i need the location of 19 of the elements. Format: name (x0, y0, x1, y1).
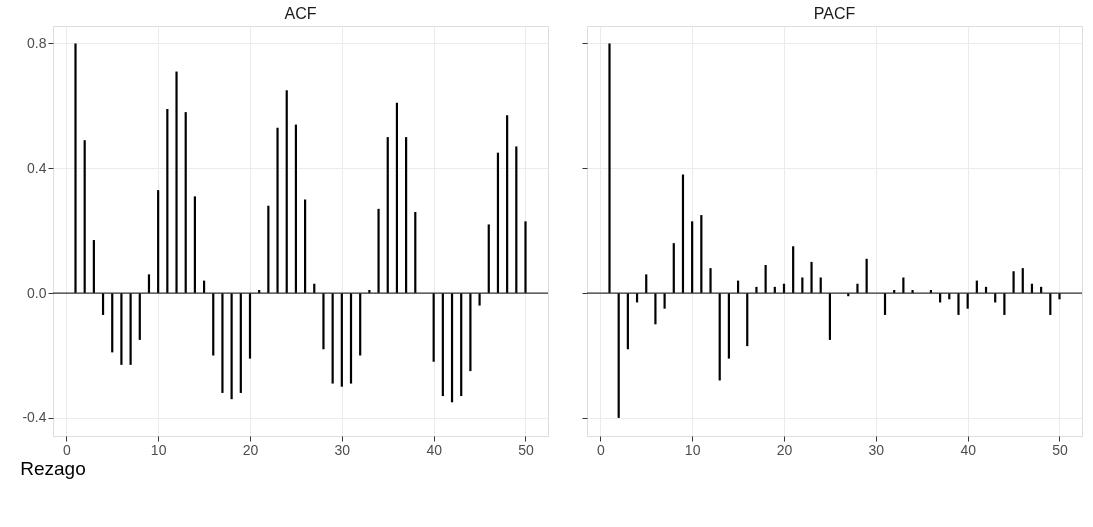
x-tick-label: 50 (518, 441, 534, 458)
chart-title: ACF (284, 5, 317, 22)
y-tick-label: 0.0 (27, 284, 47, 301)
x-tick-label: 50 (1052, 441, 1068, 458)
x-tick-label: 20 (776, 441, 793, 458)
x-tick-label: 0 (62, 441, 71, 458)
x-tick-label: 20 (242, 441, 259, 458)
x-tick-label: 30 (868, 441, 885, 458)
chart-title: PACF (813, 5, 856, 22)
y-tick-label: 0.8 (27, 34, 47, 51)
x-tick-label: 40 (960, 441, 977, 458)
x-tick-label: 30 (334, 441, 351, 458)
x-tick-label: 10 (684, 441, 701, 458)
x-tick-label: 40 (426, 441, 443, 458)
y-tick-label: 0.4 (27, 159, 47, 176)
x-tick-label: 0 (596, 441, 605, 458)
x-axis-title: Rezago (20, 457, 86, 479)
x-tick-label: 10 (150, 441, 167, 458)
y-tick-label: -0.4 (22, 409, 47, 426)
